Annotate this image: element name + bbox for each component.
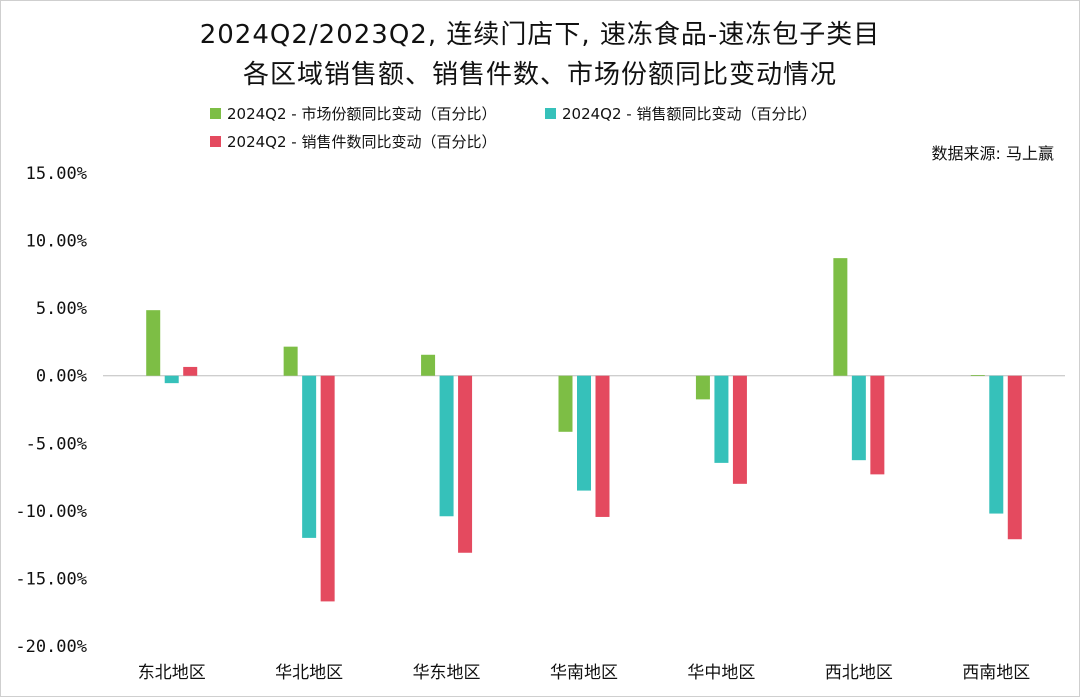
bar-units [595,375,610,517]
x-category-label: 华中地区 [687,663,755,683]
chart-title-line1: 2024Q2/2023Q2, 连续门店下, 速冻食品-速冻包子类目 [199,20,881,50]
bar-units [458,375,473,553]
y-tick-label: 10.00% [26,232,87,252]
data-source-note: 数据来源: 马上赢 [931,144,1054,163]
bar-sales [577,375,591,491]
x-category-label: 西北地区 [825,663,893,683]
bar-share [283,346,298,376]
x-category-label: 华北地区 [275,663,343,683]
x-category-label: 东北地区 [138,663,206,683]
y-tick-label: 15.00% [26,164,87,184]
legend-swatch-units [210,136,221,147]
x-category-label: 华东地区 [413,663,481,683]
bar-units [870,375,885,475]
bar-units [732,375,747,484]
y-tick-label: -20.00% [15,637,87,657]
bar-sales [714,375,729,463]
bar-share [833,258,848,376]
legend-label-units: 2024Q2 - 销售件数同比变动（百分比） [227,133,497,151]
legend-item-sales: 2024Q2 - 销售额同比变动（百分比） [545,103,816,124]
legend-item-units: 2024Q2 - 销售件数同比变动（百分比） [210,131,496,152]
legend-item-share: 2024Q2 - 市场份额同比变动（百分比） [210,103,496,124]
bar-sales [439,375,454,517]
legend-label-share: 2024Q2 - 市场份额同比变动（百分比） [227,105,497,123]
bar-share [421,354,436,376]
bar-sales [989,375,1004,514]
legend-label-sales: 2024Q2 - 销售额同比变动（百分比） [562,105,817,123]
bar-units [1007,375,1022,540]
x-category-label: 西南地区 [962,663,1030,683]
y-tick-label: -15.00% [15,569,87,589]
y-tick-label: -5.00% [26,434,87,454]
bar-sales [851,375,866,461]
chart-title-line2: 各区域销售额、销售件数、市场份额同比变动情况 [242,60,837,90]
y-tick-label: 0.00% [36,367,87,387]
bar-sales [302,375,317,538]
bar-units [183,366,198,376]
bar-share [695,375,710,400]
bar-units [320,375,335,602]
y-tick-label: 5.00% [36,299,87,319]
bar-share [558,375,573,432]
bar-sales [164,375,179,384]
legend-swatch-share [210,108,221,119]
bar-share [970,375,985,376]
x-category-label: 华南地区 [550,663,618,683]
y-tick-label: -10.00% [15,502,87,522]
legend-swatch-sales [545,108,556,119]
bar-share [146,310,161,376]
